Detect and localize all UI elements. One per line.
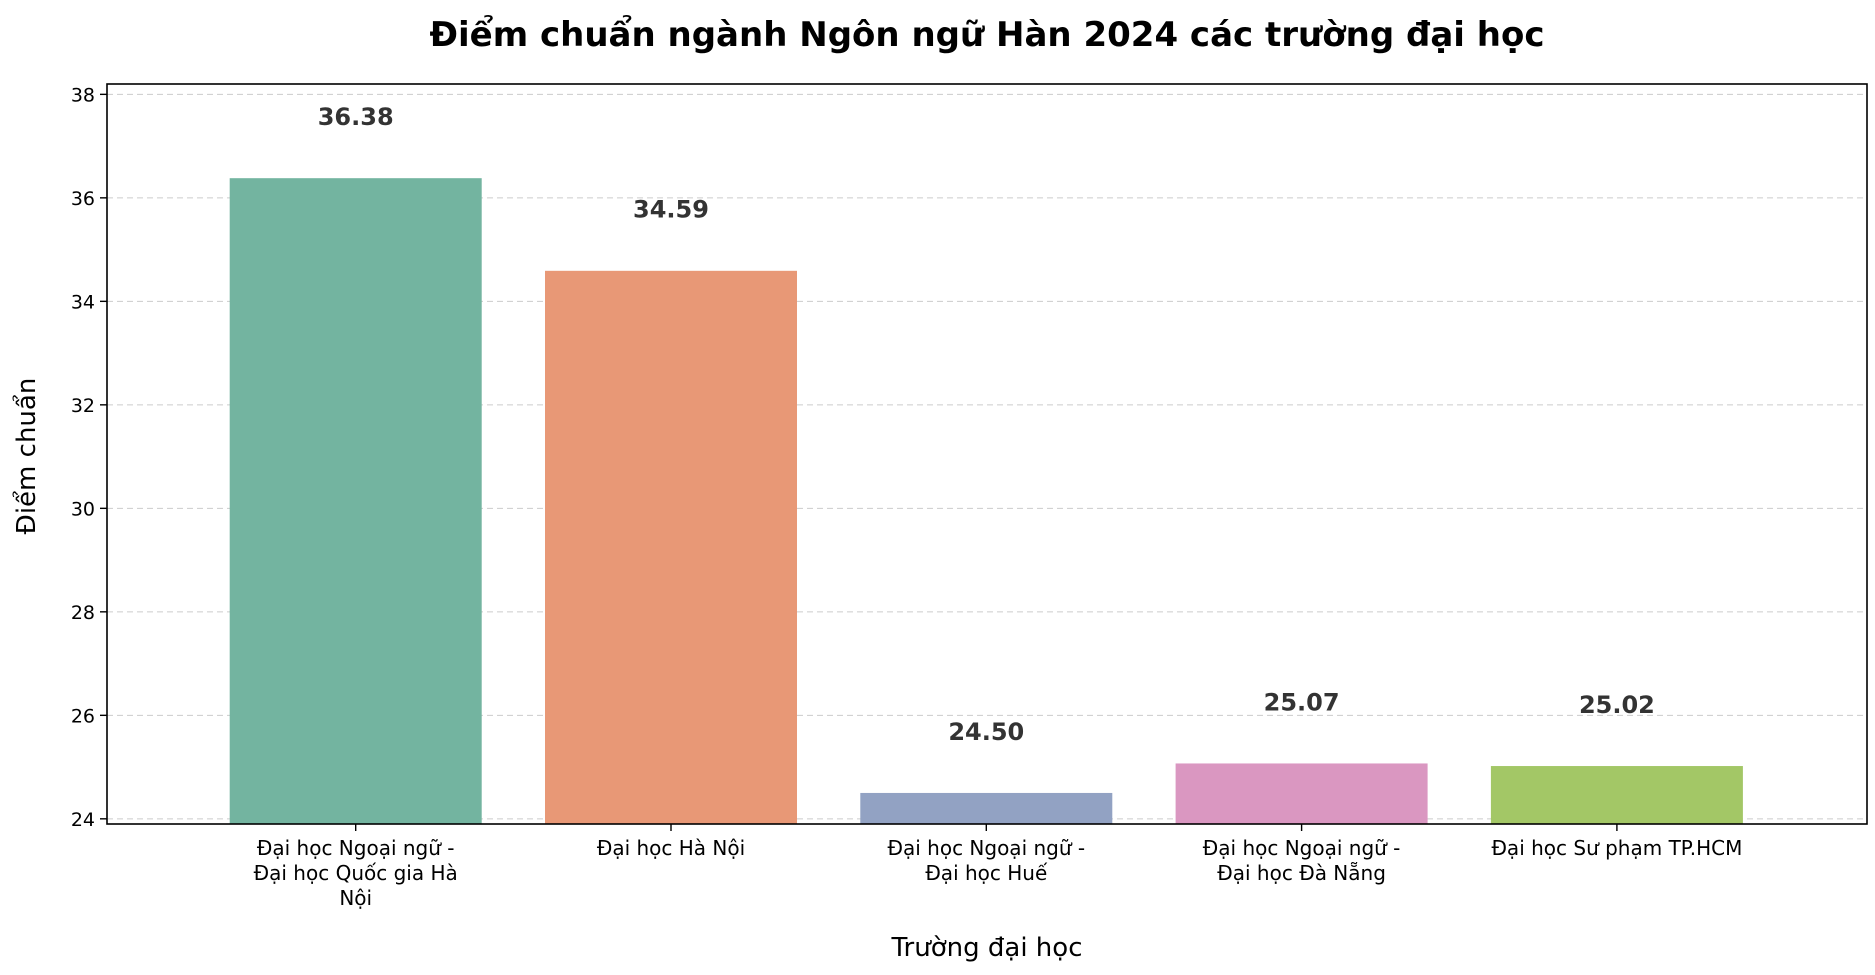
bar <box>860 792 1113 824</box>
x-tick-label: Đại học Đà Nẵng <box>1217 861 1386 885</box>
y-tick-label: 34 <box>71 291 95 313</box>
bar <box>229 178 482 824</box>
x-tick-label: Đại học Ngoại ngữ - <box>1203 836 1401 860</box>
x-tick-label: Đại học Ngoại ngữ - <box>887 836 1085 860</box>
bar <box>1175 763 1428 824</box>
value-labels: 36.38 34.59 24.50 25.07 25.02 <box>318 103 1655 746</box>
y-axis-ticks: 24 26 28 30 32 34 36 38 <box>71 84 107 831</box>
bar-value-label: 24.50 <box>948 718 1024 746</box>
y-tick-label: 24 <box>71 809 95 831</box>
y-tick-label: 28 <box>71 602 95 624</box>
x-axis-label: Trường đại học <box>891 933 1083 963</box>
bar-value-label: 25.07 <box>1264 688 1340 716</box>
x-tick-label: Đại học Huế <box>925 861 1048 885</box>
y-tick-label: 26 <box>71 705 95 727</box>
x-axis-ticks: Đại học Ngoại ngữ -Đại học Quốc gia HàNộ… <box>254 824 1742 910</box>
bar <box>545 270 797 825</box>
y-axis-label: Điểm chuẩn <box>11 378 42 535</box>
y-tick-label: 30 <box>71 498 95 520</box>
y-tick-label: 32 <box>71 395 95 417</box>
x-tick-label: Đại học Hà Nội <box>597 836 745 860</box>
bar <box>1490 766 1743 824</box>
bar-value-label: 25.02 <box>1579 691 1655 719</box>
x-tick-label: Nội <box>339 886 372 910</box>
bar-value-label: 36.38 <box>318 103 394 131</box>
bar-value-label: 34.59 <box>633 196 709 224</box>
x-tick-label: Đại học Quốc gia Hà <box>254 861 458 885</box>
y-tick-label: 38 <box>71 84 95 106</box>
y-tick-label: 36 <box>71 188 95 210</box>
x-tick-label: Đại học Sư phạm TP.HCM <box>1491 836 1742 860</box>
chart-title: Điểm chuẩn ngành Ngôn ngữ Hàn 2024 các t… <box>430 14 1545 55</box>
bars <box>229 178 1743 825</box>
x-tick-label: Đại học Ngoại ngữ - <box>257 836 455 860</box>
